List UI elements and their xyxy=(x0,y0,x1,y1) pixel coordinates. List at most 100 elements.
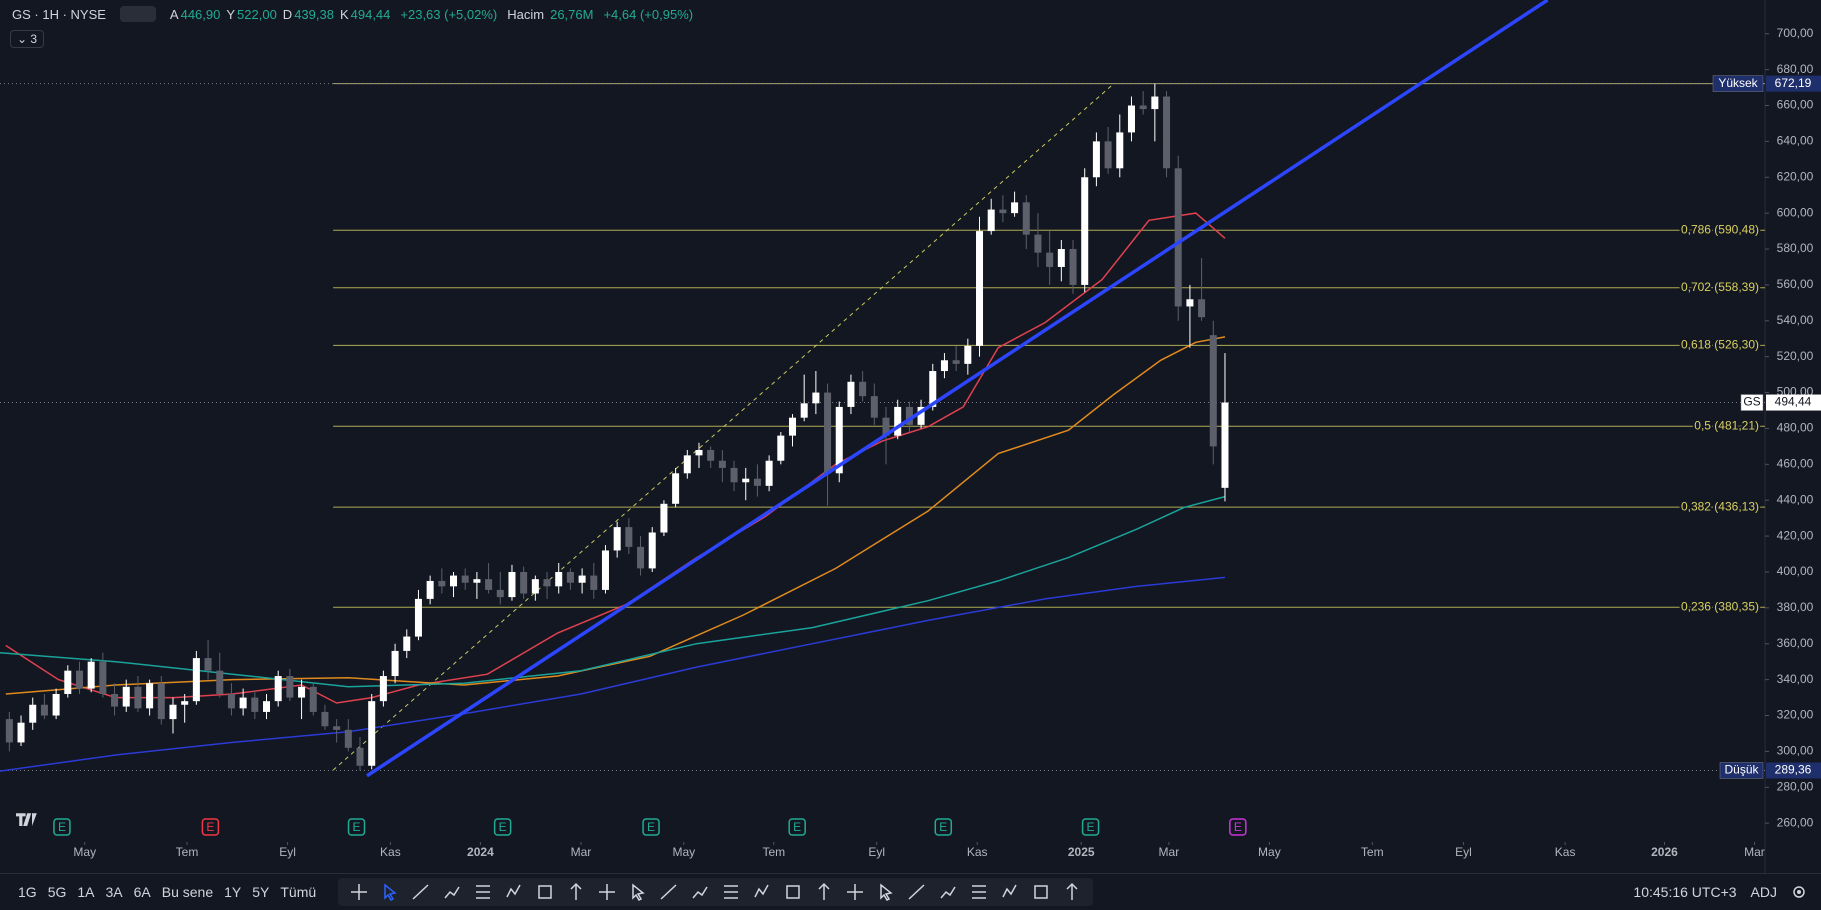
candle-body xyxy=(1221,402,1229,488)
event-label: E xyxy=(58,820,66,834)
candle-body xyxy=(496,589,504,598)
volume-label: Hacim xyxy=(507,6,545,22)
candle-body xyxy=(1127,105,1135,133)
candle-body xyxy=(485,579,493,590)
fib-label: 0,786 (590,48) xyxy=(1681,222,1759,236)
symbol[interactable]: GS · 1H · NYSE xyxy=(12,6,106,22)
candle-body xyxy=(788,417,797,436)
event-label: E xyxy=(1087,820,1095,834)
event-marker[interactable] xyxy=(493,818,512,836)
event-marker[interactable] xyxy=(201,818,220,836)
candle-body xyxy=(894,406,902,436)
x-tick-label: Kas xyxy=(380,845,401,859)
event-label: E xyxy=(647,820,655,834)
x-tick-label: Kas xyxy=(967,845,988,859)
event-marker[interactable] xyxy=(347,818,366,836)
event-label: E xyxy=(206,820,214,834)
ohlc-value: 439,38 xyxy=(294,6,334,22)
x-tick-label: 2024 xyxy=(467,845,494,859)
range-button[interactable]: Bu sene xyxy=(161,884,214,900)
tool-icon[interactable] xyxy=(627,881,649,903)
range-button[interactable]: 3A xyxy=(105,884,123,900)
tool-icon[interactable] xyxy=(441,881,463,903)
candle-body xyxy=(204,658,212,671)
adj-toggle[interactable]: ADJ xyxy=(1750,884,1777,900)
event-marker[interactable] xyxy=(1081,818,1100,836)
candle-body xyxy=(835,406,843,474)
y-tick-label: 260,00 xyxy=(1777,815,1814,829)
candle-body xyxy=(742,478,750,483)
candle-body xyxy=(508,571,516,598)
tool-icon[interactable] xyxy=(906,881,928,903)
candle-body xyxy=(450,575,458,587)
tool-icon[interactable] xyxy=(1030,881,1052,903)
range-button[interactable]: 1A xyxy=(77,884,95,900)
event-marker[interactable] xyxy=(1229,818,1247,836)
tool-icon[interactable] xyxy=(410,881,432,903)
x-tick-label: 2025 xyxy=(1068,845,1095,859)
ohlc-key: A xyxy=(169,6,179,22)
y-tick-label: 680,00 xyxy=(1777,62,1814,76)
logo[interactable] xyxy=(16,813,37,826)
candle-body xyxy=(157,683,165,720)
x-tick-label: Tem xyxy=(762,845,785,859)
candle-body xyxy=(765,460,773,486)
tool-icon[interactable] xyxy=(472,881,494,903)
candle-body xyxy=(227,693,235,709)
x-tick-label: Tem xyxy=(1361,845,1384,859)
candle-body xyxy=(847,381,855,407)
candle-body xyxy=(239,697,247,709)
candle-body xyxy=(952,360,960,364)
ohlc-key: D xyxy=(282,6,293,22)
range-button[interactable]: Tümü xyxy=(280,884,317,900)
range-button[interactable]: 5Y xyxy=(252,884,270,900)
candle-body xyxy=(368,701,376,766)
candle-body xyxy=(321,711,329,727)
event-marker[interactable] xyxy=(642,818,660,836)
tool-icon[interactable] xyxy=(565,881,587,903)
tool-icon[interactable] xyxy=(999,881,1021,903)
event-label: E xyxy=(939,820,947,834)
settings-icon[interactable] xyxy=(1791,884,1807,900)
candle-body xyxy=(122,686,130,707)
candle-body xyxy=(543,579,551,587)
tool-icon[interactable] xyxy=(751,881,773,903)
tool-icon[interactable] xyxy=(689,881,711,903)
candle-body xyxy=(777,435,785,461)
tool-icon[interactable] xyxy=(813,881,835,903)
tool-icon[interactable] xyxy=(875,881,897,903)
candle-body xyxy=(75,670,83,689)
volume-change: +4,64 (+0,95%) xyxy=(603,6,694,22)
range-button[interactable]: 1G xyxy=(18,884,37,900)
tool-icon[interactable] xyxy=(596,881,618,903)
tool-icon[interactable] xyxy=(782,881,804,903)
candle-body xyxy=(718,460,726,468)
candle-body xyxy=(1186,299,1194,307)
tool-icon[interactable] xyxy=(937,881,959,903)
range-button[interactable]: 1Y xyxy=(224,884,242,900)
candle-body xyxy=(940,360,948,372)
tool-icon[interactable] xyxy=(968,881,990,903)
ohlc-value: 446,90 xyxy=(180,6,221,22)
event-marker[interactable] xyxy=(53,818,71,836)
y-tick-label: 700,00 xyxy=(1777,26,1814,40)
candle-body xyxy=(438,580,446,587)
tool-icon[interactable] xyxy=(503,881,525,903)
range-button[interactable]: 6A xyxy=(133,884,151,900)
tool-icon[interactable] xyxy=(348,881,370,903)
candle-body xyxy=(99,661,107,694)
event-marker[interactable] xyxy=(934,818,953,836)
badge-label-bg xyxy=(1719,762,1764,779)
tool-icon[interactable] xyxy=(658,881,680,903)
indicators-toggle[interactable]: ⌄ 3 xyxy=(10,30,45,48)
tool-icon[interactable] xyxy=(1061,881,1083,903)
tool-icon[interactable] xyxy=(720,881,742,903)
x-tick-label: May xyxy=(73,845,96,859)
tool-icon[interactable] xyxy=(379,881,401,903)
tool-icon[interactable] xyxy=(534,881,556,903)
clock[interactable]: 10:45:16 UTC+3 xyxy=(1633,884,1737,900)
badge-label: Düşük xyxy=(1724,763,1759,777)
event-marker[interactable] xyxy=(788,818,806,836)
tool-icon[interactable] xyxy=(844,881,866,903)
range-button[interactable]: 5G xyxy=(47,884,67,900)
